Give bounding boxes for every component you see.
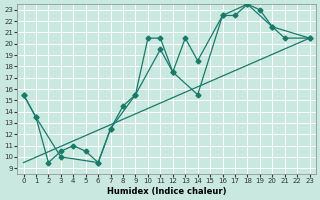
X-axis label: Humidex (Indice chaleur): Humidex (Indice chaleur) [107,187,226,196]
